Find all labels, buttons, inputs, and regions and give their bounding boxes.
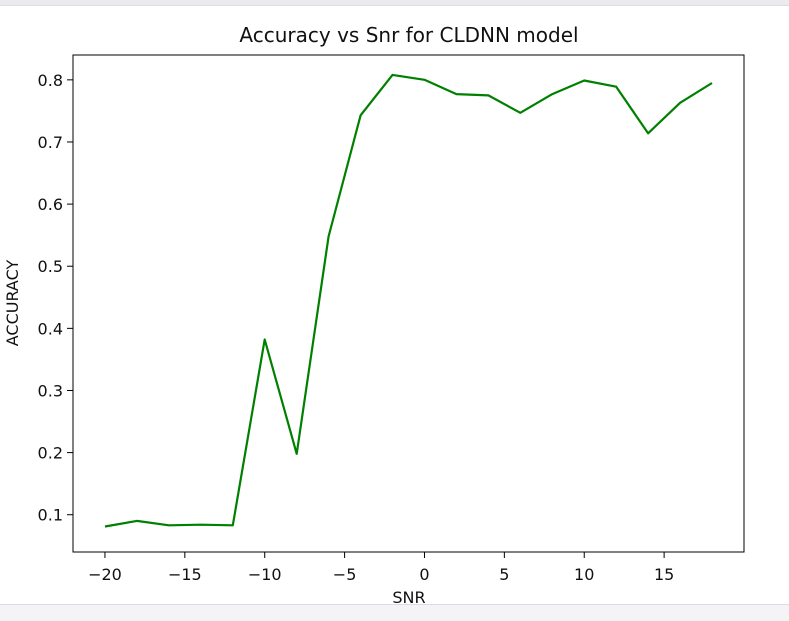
x-axis-label: SNR [392, 588, 425, 604]
y-tick-label: 0.3 [38, 381, 63, 400]
y-tick-label: 0.1 [38, 506, 63, 525]
y-tick-label: 0.4 [38, 319, 63, 338]
x-axis-ticks: −20 −15 −10 −5 0 5 10 15 [88, 552, 674, 584]
x-tick-label: 15 [654, 565, 674, 584]
x-tick-label: −10 [248, 565, 282, 584]
y-tick-label: 0.2 [38, 444, 63, 463]
y-axis-label: ACCURACY [3, 260, 22, 347]
cell-bottom-border [0, 604, 789, 621]
x-tick-label: −15 [168, 565, 202, 584]
x-tick-label: −5 [333, 565, 357, 584]
y-tick-label: 0.8 [38, 71, 63, 90]
y-tick-label: 0.6 [38, 195, 63, 214]
chart-title: Accuracy vs Snr for CLDNN model [239, 23, 578, 47]
x-tick-label: −20 [88, 565, 122, 584]
cell-output-area: Accuracy vs Snr for CLDNN model −20 −15 −1… [0, 6, 789, 607]
y-axis-ticks: 0.1 0.2 0.3 0.4 0.5 0.6 0.7 0.8 [38, 71, 73, 525]
accuracy-line-chart: Accuracy vs Snr for CLDNN model −20 −15 −1… [3, 23, 745, 607]
y-tick-label: 0.5 [38, 257, 63, 276]
y-tick-label: 0.7 [38, 133, 63, 152]
x-tick-label: 5 [499, 565, 509, 584]
x-tick-label: 10 [574, 565, 594, 584]
x-tick-label: 0 [419, 565, 429, 584]
plot-area [72, 54, 745, 553]
accuracy-series-line [104, 73, 713, 528]
cell-top-border [0, 0, 789, 6]
